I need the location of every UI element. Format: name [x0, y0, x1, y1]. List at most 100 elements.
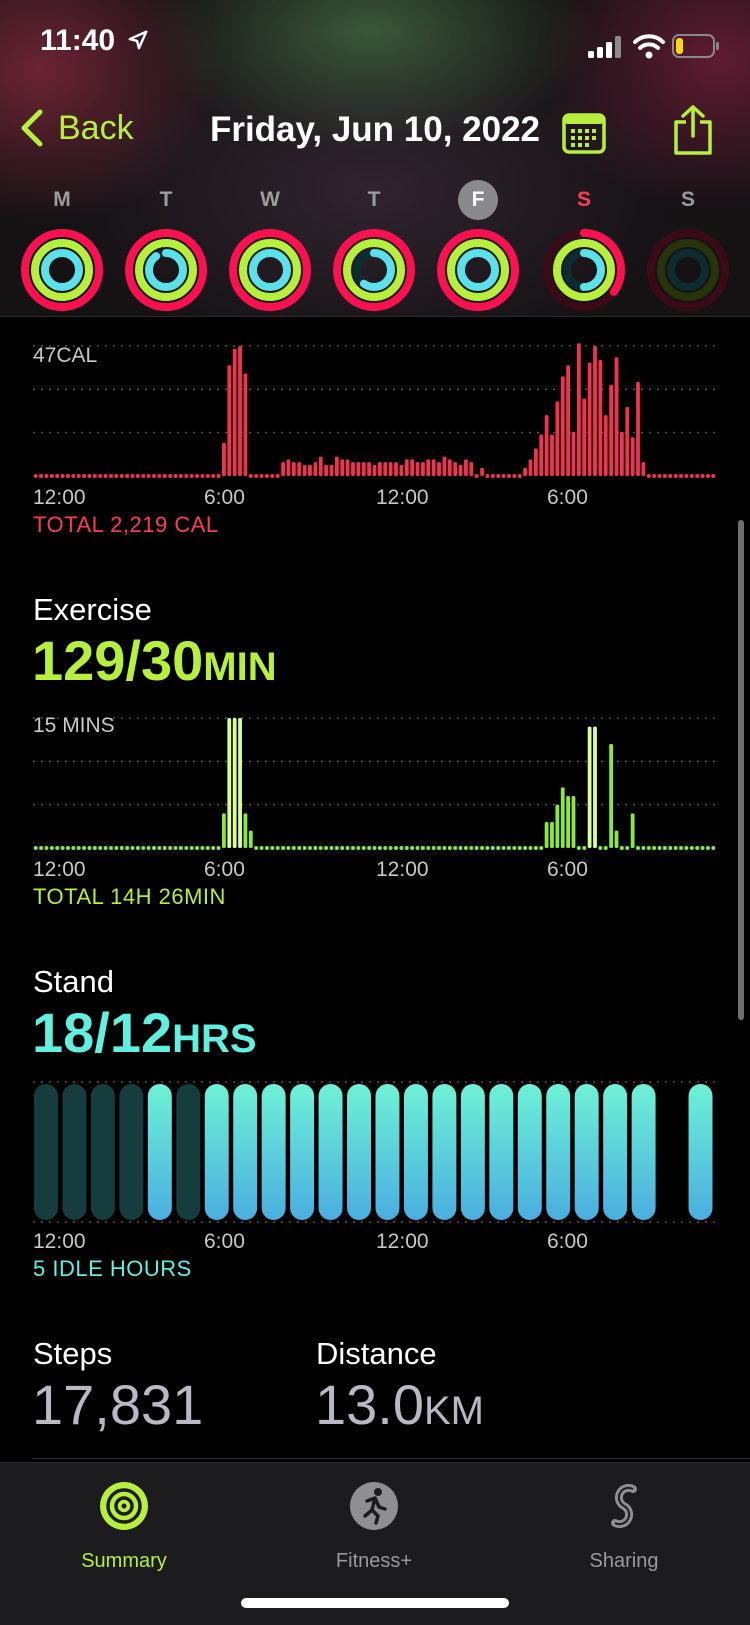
exercise-chart-bar [560, 787, 565, 848]
exercise-chart-point [157, 846, 162, 850]
move-chart-bar [399, 464, 404, 476]
stand-x-label-2: 12:00 [376, 1230, 429, 1253]
exercise-chart-point [345, 846, 350, 850]
move-chart-point [684, 474, 689, 478]
exercise-chart-point [82, 846, 87, 850]
move-chart-point [652, 474, 657, 478]
move-chart-point [216, 474, 221, 478]
move-section: 47CAL 12:00 6:00 12:00 6:00 TOTAL 2,219 … [0, 330, 750, 540]
exercise-chart-point [162, 846, 167, 850]
move-chart-point [264, 474, 269, 478]
move-chart-bar [625, 406, 630, 476]
exercise-chart-point [603, 846, 608, 850]
exercise-chart-point [49, 846, 54, 850]
exercise-chart-point [679, 846, 684, 850]
move-chart-point [711, 474, 716, 478]
move-chart-point [512, 474, 517, 478]
stand-hour-bar [318, 1084, 343, 1220]
exercise-chart-point [71, 846, 76, 850]
day-rings-2[interactable] [228, 228, 312, 312]
exercise-chart-point [646, 846, 651, 850]
exercise-chart [33, 717, 716, 850]
move-chart-bar [345, 459, 350, 476]
move-chart-bar [340, 459, 345, 476]
move-chart-point [141, 474, 146, 478]
exercise-chart-point [264, 846, 269, 850]
exercise-chart-point [211, 846, 216, 850]
move-chart-point [135, 474, 140, 478]
day-letter-4: F [458, 180, 498, 220]
status-time: 11:40 [40, 24, 149, 64]
exercise-chart-point [431, 846, 436, 850]
battery-icon [672, 34, 719, 58]
move-chart-bar [593, 346, 597, 476]
move-chart-bar [410, 459, 415, 476]
day-rings-0[interactable] [20, 228, 104, 312]
stand-x-label-0: 12:00 [33, 1230, 86, 1253]
day-rings-6[interactable] [646, 228, 730, 312]
exercise-chart-point [254, 846, 259, 850]
exercise-chart-point [711, 846, 716, 850]
move-chart-bar [361, 462, 366, 476]
move-x-label-0: 12:00 [33, 486, 86, 509]
calendar-icon[interactable] [562, 112, 606, 154]
move-chart-bar [302, 464, 307, 476]
day-rings-3[interactable] [332, 228, 416, 312]
exercise-chart-point [668, 846, 673, 850]
day-rings-1[interactable] [124, 228, 208, 312]
move-chart-bar [426, 459, 431, 476]
move-chart-bar [458, 464, 463, 476]
exercise-chart-point [619, 846, 624, 850]
move-chart-bar [464, 459, 468, 476]
move-chart-bar [636, 381, 640, 476]
move-chart-bar [453, 462, 458, 476]
move-chart-point [152, 474, 157, 478]
exercise-unit: MIN [203, 645, 277, 689]
day-rings-5[interactable] [542, 228, 626, 312]
exercise-chart-point [329, 846, 334, 850]
tab-summary[interactable]: Summary [24, 1481, 224, 1573]
exercise-chart-point [469, 846, 474, 850]
exercise-chart-point [636, 846, 641, 850]
exercise-chart-point [582, 846, 587, 850]
stand-hour-bar [574, 1084, 599, 1220]
exercise-chart-point [506, 846, 511, 850]
scrollbar[interactable] [738, 520, 744, 1020]
move-chart-point [679, 474, 684, 478]
back-button[interactable]: Back [18, 108, 134, 148]
exercise-chart-point [33, 846, 38, 850]
stand-hour-bar [119, 1084, 144, 1220]
move-chart-bar [619, 431, 624, 476]
exercise-chart-point [367, 846, 372, 850]
exercise-chart-point [523, 846, 528, 850]
exercise-chart-point [92, 846, 97, 850]
exercise-chart-bar [593, 726, 597, 848]
day-rings-4[interactable] [436, 228, 520, 312]
day-letter-6: S [680, 188, 695, 211]
exercise-x-label-0: 12:00 [33, 858, 86, 881]
exercise-x-label-3: 6:00 [547, 858, 588, 881]
exercise-chart-point [216, 846, 221, 850]
share-icon[interactable] [672, 104, 714, 156]
stand-hour-bar [517, 1084, 542, 1220]
exercise-value: 129/30MIN [32, 628, 277, 693]
tab-fitness-plus[interactable]: Fitness+ [274, 1481, 474, 1573]
exercise-chart-point [399, 846, 404, 850]
exercise-chart-point [39, 846, 44, 850]
move-chart-bar [243, 373, 248, 476]
exercise-chart-point [108, 846, 113, 850]
move-chart-bar [469, 462, 474, 476]
move-chart-point [646, 474, 651, 478]
stand-hour-bar [432, 1084, 457, 1220]
exercise-chart-point [388, 846, 393, 850]
stand-hour-bar [147, 1084, 172, 1220]
exercise-chart-point [361, 846, 366, 850]
stand-value-number: 18/12 [32, 1001, 173, 1064]
move-chart-point [275, 474, 280, 478]
move-chart-point [76, 474, 81, 478]
exercise-chart-point [394, 846, 399, 850]
exercise-chart-point [437, 846, 442, 850]
exercise-chart-point [286, 846, 291, 850]
tab-sharing[interactable]: Sharing [524, 1481, 724, 1573]
move-chart-point [195, 474, 200, 478]
